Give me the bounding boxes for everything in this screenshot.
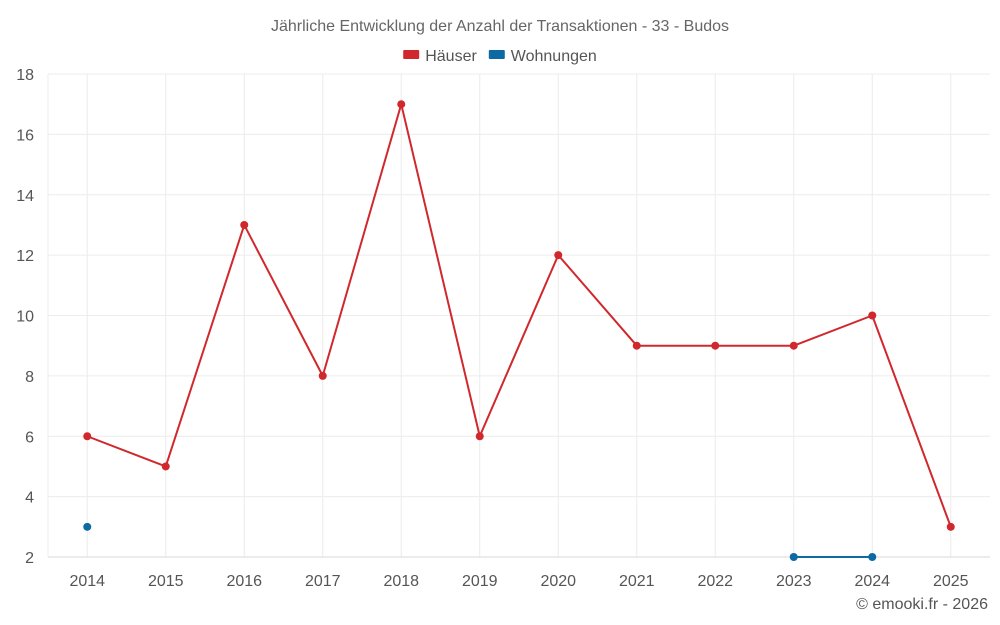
x-tick-label: 2018 [383, 573, 419, 590]
data-point-wohnungen [789, 553, 798, 561]
legend-item: Häuser [403, 48, 477, 65]
data-point-häuser [554, 251, 563, 260]
x-tick-label: 2017 [305, 573, 341, 590]
x-axis: 2014 2015 2016 2017 2018 2019 2020 2021 2022 2023… [69, 573, 968, 590]
x-tick-label: 2025 [933, 573, 969, 590]
legend: Häuser Wohnungen [403, 48, 597, 65]
data-point-häuser [946, 522, 955, 531]
y-tick-label: 14 [16, 188, 34, 205]
x-tick-label: 2024 [854, 573, 890, 590]
data-point-häuser [711, 341, 720, 350]
x-tick-label: 2022 [697, 573, 733, 590]
legend-swatch [488, 50, 505, 59]
y-tick-label: 16 [16, 127, 34, 144]
legend-item: Wohnungen [488, 48, 597, 65]
y-tick-label: 18 [16, 67, 34, 84]
y-tick-label: 10 [16, 309, 34, 326]
y-tick-label: 12 [16, 248, 34, 265]
data-point-häuser [83, 432, 92, 441]
x-tick-label: 2019 [462, 573, 498, 590]
legend-label: Wohnungen [511, 48, 597, 65]
data-point-wohnungen [83, 522, 92, 531]
y-axis: 2 4 6 8 10 12 14 16 18 [16, 67, 34, 567]
data-point-häuser [240, 220, 249, 229]
y-tick-label: 6 [25, 429, 34, 446]
legend-label: Häuser [425, 48, 477, 65]
data-point-häuser [632, 341, 641, 350]
data-point-häuser [789, 341, 798, 350]
y-tick-label: 4 [25, 490, 34, 507]
data-point-häuser [318, 371, 327, 380]
series-line-häuser [86, 103, 952, 528]
x-tick-label: 2016 [226, 573, 262, 590]
chart-title: Jährliche Entwicklung der Anzahl der Tra… [271, 18, 729, 35]
x-tick-label: 2021 [619, 573, 655, 590]
legend-swatch [403, 50, 420, 59]
data-point-häuser [161, 462, 170, 471]
x-tick-label: 2014 [69, 573, 105, 590]
credit-text: © emooki.fr - 2026 [856, 596, 988, 613]
data-point-häuser [475, 432, 484, 441]
data-point-häuser [397, 100, 406, 109]
y-tick-label: 8 [25, 369, 34, 386]
y-tick-label: 2 [25, 550, 34, 567]
series-layer [83, 100, 955, 561]
x-tick-label: 2023 [776, 573, 812, 590]
x-tick-label: 2015 [148, 573, 184, 590]
data-point-wohnungen [868, 553, 877, 561]
data-point-häuser [868, 311, 877, 320]
x-tick-label: 2020 [540, 573, 576, 590]
grid-lines [47, 73, 990, 558]
